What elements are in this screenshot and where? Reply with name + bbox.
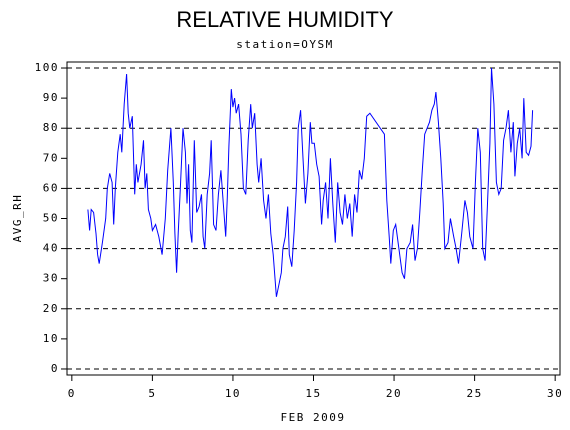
y-tick-label: 80	[43, 121, 59, 134]
y-tick-label: 10	[43, 332, 59, 345]
data-line	[87, 67, 534, 297]
x-tick-label: 20	[386, 387, 402, 400]
y-tick-label: 100	[35, 61, 59, 74]
y-tick-label: 40	[43, 242, 59, 255]
chart-subtitle: station=OYSM	[236, 38, 333, 51]
x-tick-label: 5	[148, 387, 156, 400]
y-tick-label: 90	[43, 91, 59, 104]
y-tick-label: 0	[51, 362, 59, 375]
x-axis-label: FEB 2009	[281, 411, 346, 424]
x-tick-label: 10	[225, 387, 241, 400]
y-tick-label: 30	[43, 272, 59, 285]
y-tick-label: 50	[43, 212, 59, 225]
y-tick-label: 20	[43, 302, 59, 315]
x-tick-label: 30	[547, 387, 563, 400]
chart-title: RELATIVE HUMIDITY	[176, 7, 394, 32]
y-tick-label: 70	[43, 151, 59, 164]
x-tick-label: 25	[466, 387, 482, 400]
x-tick-label: 0	[68, 387, 76, 400]
y-tick-label: 60	[43, 181, 59, 194]
plot-frame	[66, 61, 561, 376]
x-tick-label: 15	[305, 387, 321, 400]
y-axis-label: AVG_RH	[11, 194, 24, 243]
